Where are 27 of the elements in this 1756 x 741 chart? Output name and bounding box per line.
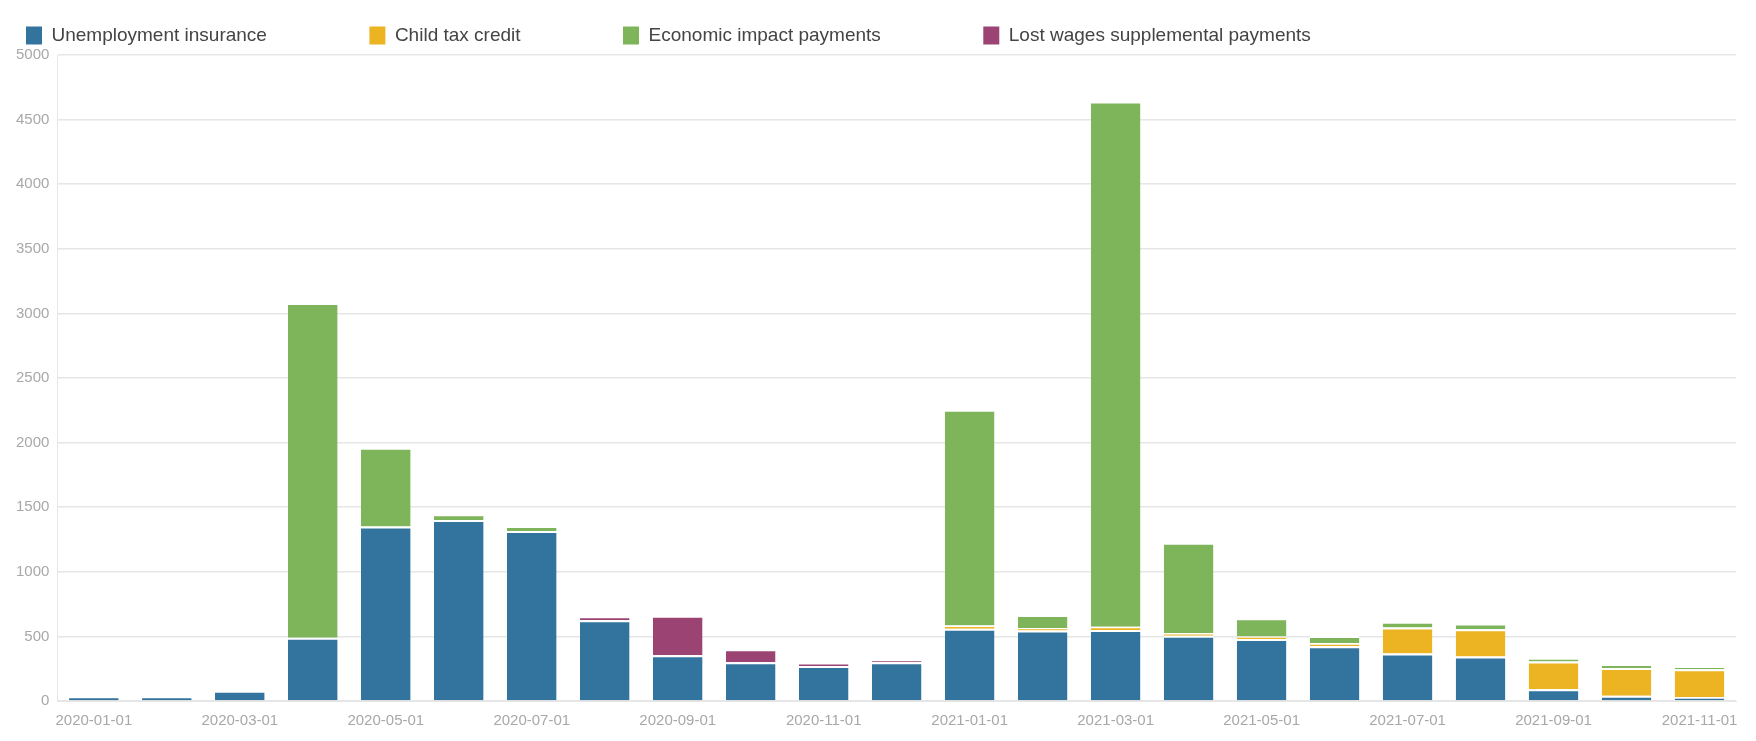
y-tick-label: 1000	[15, 561, 50, 579]
y-tick-label: 0	[41, 691, 50, 709]
x-tick-label: 2021-09-01	[1515, 711, 1592, 729]
x-tick-label: 2021-11-01	[1661, 711, 1738, 729]
x-tick-label: 2020-11-01	[785, 711, 862, 729]
y-tick-label: 4500	[15, 109, 50, 127]
x-tick-label: 2020-03-01	[201, 711, 279, 729]
y-tick-label: 1500	[15, 497, 50, 515]
legend-label: Unemployment insurance	[51, 23, 352, 45]
y-tick-label: 3000	[15, 303, 50, 321]
y-tick-label: 4000	[15, 174, 50, 192]
x-tick-label: 2020-07-01	[493, 711, 571, 729]
x-tick-label: 2020-05-01	[347, 711, 425, 729]
x-tick-label: 2021-05-01	[1223, 711, 1300, 729]
legend-label: Lost wages supplemental payments	[1008, 23, 1396, 45]
y-tick-label: 2500	[15, 368, 50, 386]
legend-label: Child tax credit	[394, 23, 606, 45]
x-tick-label: 2020-01-01	[55, 711, 133, 729]
y-tick-label: 5000	[15, 45, 50, 63]
y-tick-label: 500	[24, 626, 50, 644]
x-tick-label: 2021-03-01	[1077, 711, 1154, 729]
legend-label: Economic impact payments	[648, 23, 966, 45]
y-tick-label: 3500	[15, 238, 50, 256]
y-tick-label: 2000	[15, 432, 50, 450]
x-tick-label: 2021-01-01	[931, 711, 1009, 729]
x-tick-label: 2020-09-01	[639, 711, 717, 729]
x-tick-label: 2021-07-01	[1369, 711, 1446, 729]
